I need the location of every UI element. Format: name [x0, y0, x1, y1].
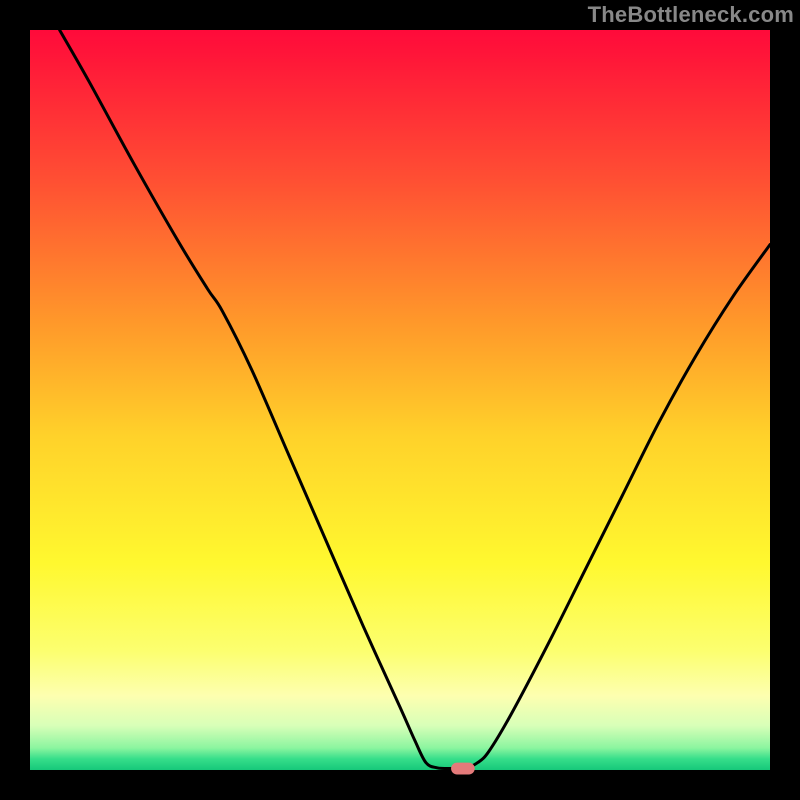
watermark-text: TheBottleneck.com: [588, 2, 794, 28]
chart-svg: [0, 0, 800, 800]
chart-container: TheBottleneck.com: [0, 0, 800, 800]
optimal-marker: [451, 763, 475, 775]
plot-background: [30, 30, 770, 770]
